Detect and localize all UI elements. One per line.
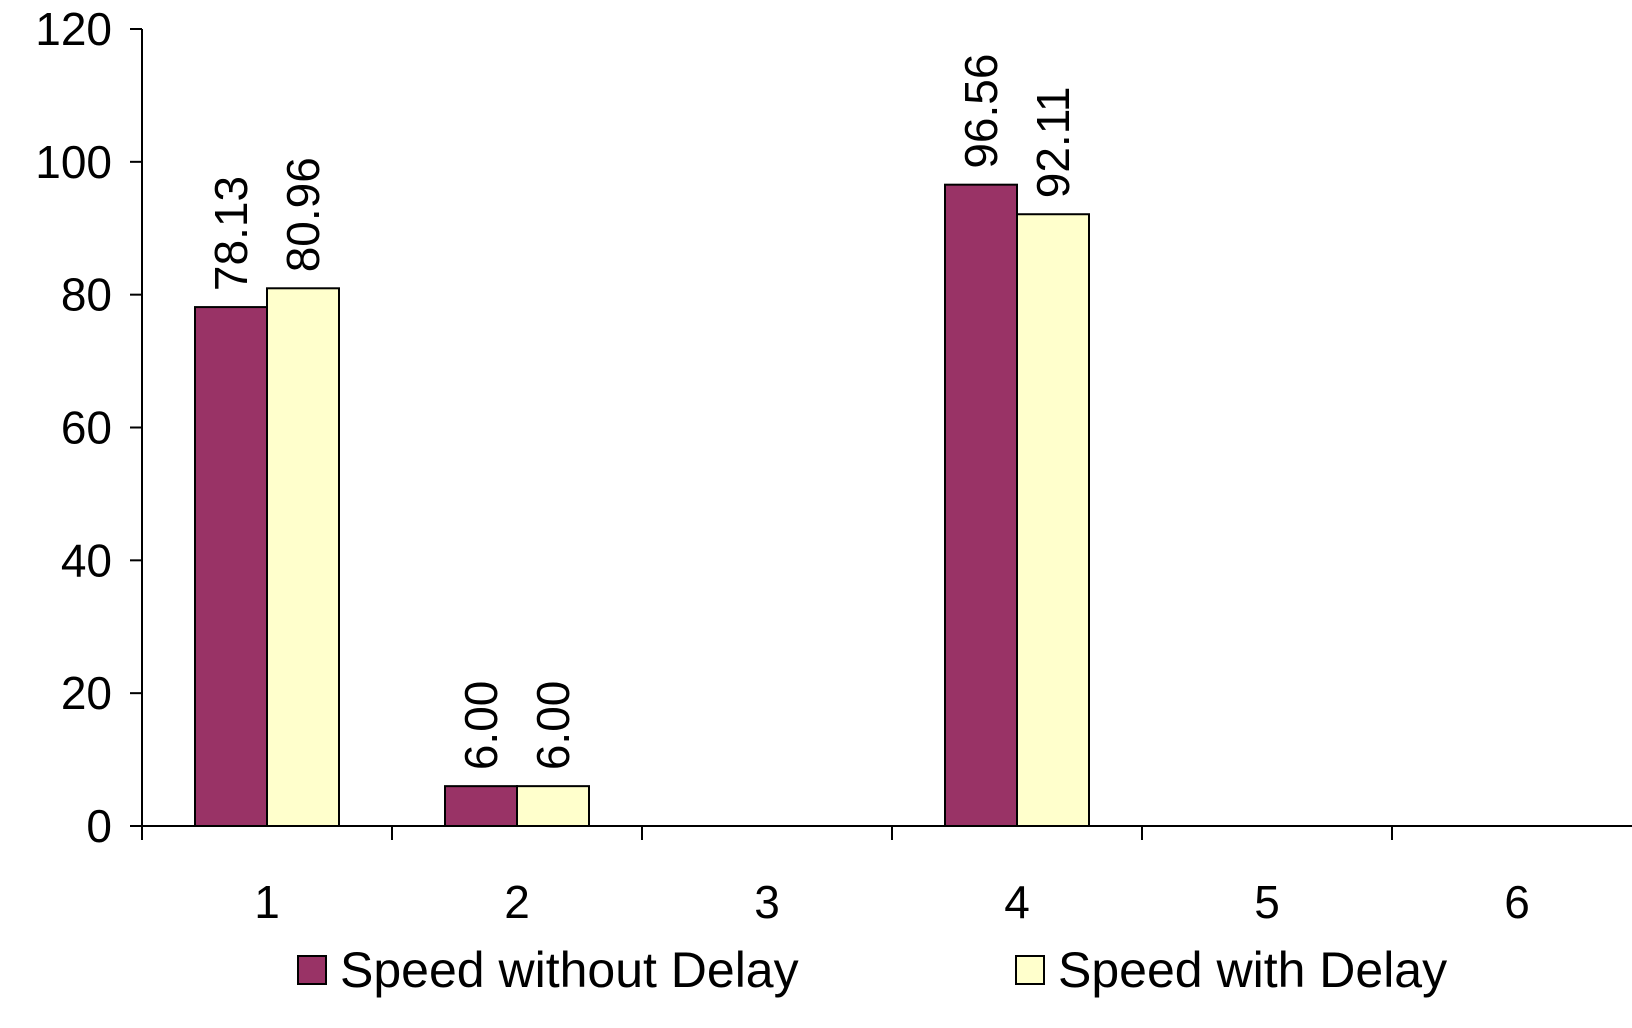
y-tick-label: 100 bbox=[35, 136, 112, 188]
y-tick-label: 120 bbox=[35, 3, 112, 55]
legend: Speed without Delay Speed with Delay bbox=[297, 942, 1447, 998]
y-tick-label: 80 bbox=[61, 269, 112, 321]
bar bbox=[1016, 213, 1090, 827]
axes: 0 20 40 60 80 100 120 1 2 3 4 5 6 bbox=[35, 3, 1632, 928]
x-tick-label: 1 bbox=[254, 876, 280, 928]
data-labels: 78.13 80.96 6.00 6.00 96.56 92.11 bbox=[205, 54, 1079, 771]
bar bbox=[516, 785, 590, 828]
data-label: 96.56 bbox=[955, 54, 1007, 169]
y-tick-label: 0 bbox=[86, 800, 112, 852]
legend-swatch bbox=[297, 955, 327, 985]
data-label: 6.00 bbox=[527, 681, 579, 771]
x-tick-label: 5 bbox=[1254, 876, 1280, 928]
x-tick-label: 4 bbox=[1004, 876, 1030, 928]
y-tick-label: 40 bbox=[61, 534, 112, 586]
legend-label: Speed with Delay bbox=[1058, 942, 1447, 998]
data-label: 78.13 bbox=[205, 176, 257, 291]
bar bbox=[194, 306, 268, 827]
legend-swatch bbox=[1015, 955, 1045, 985]
bars bbox=[194, 183, 1090, 828]
x-tick-label: 3 bbox=[754, 876, 780, 928]
x-tick-label: 6 bbox=[1504, 876, 1530, 928]
bar bbox=[944, 183, 1018, 827]
bar bbox=[266, 287, 340, 828]
x-tick-label: 2 bbox=[504, 876, 530, 928]
y-tick-label: 20 bbox=[61, 667, 112, 719]
bar bbox=[444, 785, 518, 828]
legend-label: Speed without Delay bbox=[340, 942, 799, 998]
data-label: 80.96 bbox=[277, 157, 329, 272]
data-label: 92.11 bbox=[1027, 87, 1079, 199]
y-tick-label: 60 bbox=[61, 402, 112, 454]
data-label: 6.00 bbox=[455, 681, 507, 771]
